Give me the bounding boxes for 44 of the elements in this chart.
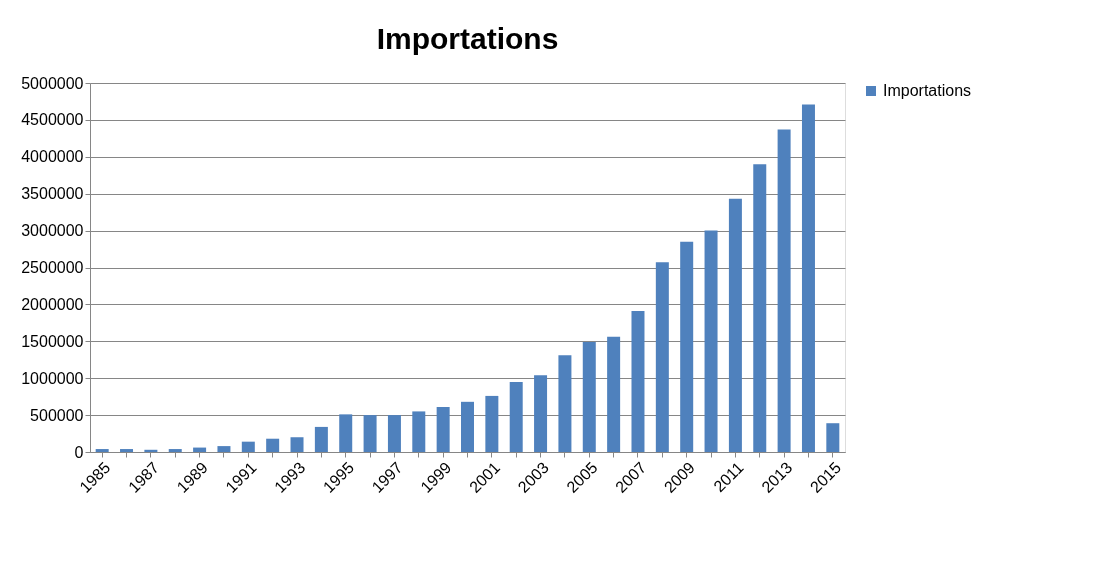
- bar: [339, 414, 353, 452]
- bar: [436, 406, 450, 452]
- bar: [461, 401, 474, 452]
- bar: [241, 441, 255, 452]
- bar: [290, 437, 304, 452]
- bar: [95, 449, 109, 452]
- y-tick-label: 0: [74, 443, 84, 461]
- bar: [655, 262, 669, 452]
- y-tick-label: 3500000: [21, 185, 84, 203]
- bar: [607, 336, 621, 452]
- bar: [217, 446, 231, 452]
- bar: [120, 449, 134, 452]
- bar: [509, 381, 523, 452]
- y-tick-label: 1500000: [21, 332, 84, 350]
- bar: [753, 164, 767, 452]
- bar: [534, 375, 548, 452]
- bar: [728, 198, 742, 452]
- bar: [680, 241, 694, 452]
- bar: [826, 423, 840, 452]
- bar: [266, 438, 280, 452]
- bar: [801, 104, 815, 452]
- bar: [193, 447, 207, 452]
- bar: [777, 129, 791, 452]
- bar: [168, 449, 182, 452]
- y-tick-label: 2000000: [21, 295, 84, 313]
- bar: [704, 230, 718, 452]
- y-tick-label: 3000000: [21, 222, 84, 240]
- y-tick-label: 5000000: [21, 74, 84, 92]
- y-tick-label: 500000: [30, 406, 84, 424]
- chart-title: Importations: [376, 22, 559, 55]
- bar: [485, 395, 499, 452]
- bar: [412, 411, 426, 452]
- y-tick-label: 4500000: [21, 111, 84, 129]
- bar: [631, 311, 645, 452]
- legend-label: Importations: [883, 82, 972, 99]
- bar: [582, 342, 596, 452]
- y-tick-label: 1000000: [21, 369, 84, 387]
- bar: [144, 449, 158, 452]
- y-tick-label: 4000000: [21, 148, 84, 166]
- bar: [314, 426, 328, 452]
- bar: [363, 415, 377, 452]
- bar: [387, 415, 401, 452]
- bar: [558, 355, 572, 452]
- y-tick-label: 2500000: [21, 259, 84, 276]
